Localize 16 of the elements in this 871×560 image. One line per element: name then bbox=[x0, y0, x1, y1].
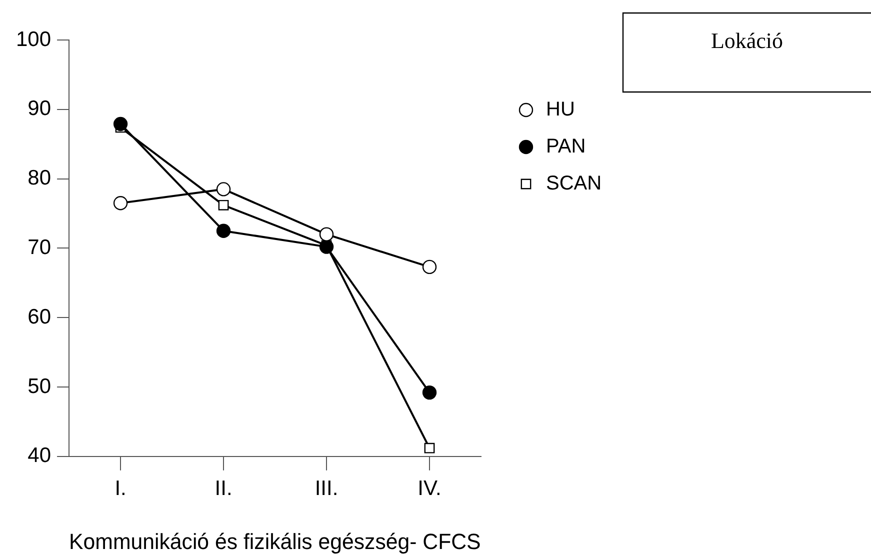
y-tick-label: 80 bbox=[28, 166, 52, 190]
y-tick-label: 100 bbox=[16, 28, 52, 51]
x-tick-label: IV. bbox=[418, 476, 442, 500]
x-tick-label: II. bbox=[214, 476, 232, 500]
y-tick-label: 60 bbox=[28, 305, 52, 328]
y-tick-label: 50 bbox=[28, 374, 52, 398]
y-tick-label: 40 bbox=[28, 444, 52, 468]
legend-label: HU bbox=[546, 98, 575, 121]
legend-title: Lokáció bbox=[710, 28, 784, 53]
legend-label: SCAN bbox=[546, 172, 602, 195]
legend-label: PAN bbox=[546, 136, 586, 158]
x-tick-label: III. bbox=[314, 476, 338, 500]
y-tick-label: 70 bbox=[28, 236, 52, 259]
x-axis-title: Kommunikáció és fizikális egészség- CFCS bbox=[69, 528, 481, 554]
y-tick-label: 90 bbox=[28, 97, 52, 120]
x-tick-label: I. bbox=[114, 476, 126, 500]
